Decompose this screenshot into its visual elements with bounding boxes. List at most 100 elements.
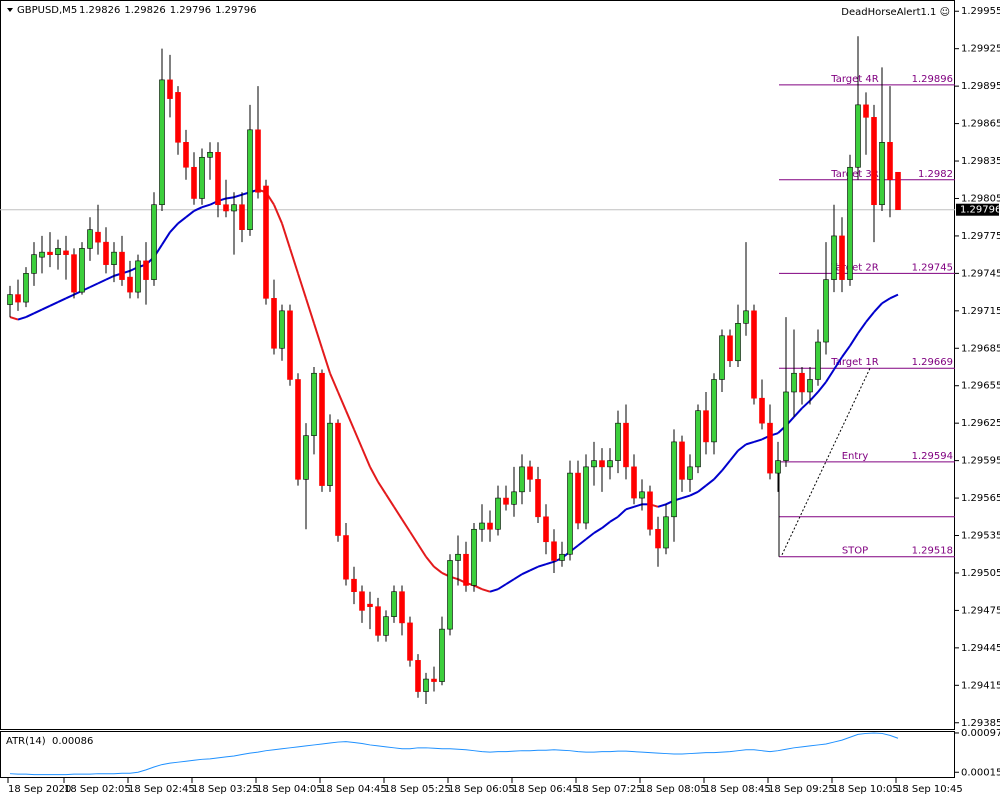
candle-body bbox=[255, 129, 261, 193]
candle-body bbox=[599, 460, 605, 468]
ma-segment bbox=[161, 231, 171, 246]
ma-segment bbox=[801, 399, 811, 409]
candle-body bbox=[127, 276, 133, 293]
price-tag bbox=[956, 203, 999, 216]
ma-segment bbox=[793, 407, 803, 418]
candle-body bbox=[191, 166, 197, 199]
candle-body bbox=[303, 435, 309, 480]
ma-segment bbox=[353, 429, 363, 449]
level-price: 1.29518 bbox=[912, 546, 953, 557]
x-tick-label: 18 Sep 08:45 bbox=[704, 784, 771, 795]
y-tick-label: 1.29625 bbox=[961, 418, 1000, 429]
candle-body bbox=[143, 260, 149, 280]
candle-body bbox=[183, 142, 189, 168]
atr-name: ATR(14) bbox=[6, 736, 46, 747]
ma-segment bbox=[49, 301, 59, 307]
candle-body bbox=[847, 166, 853, 280]
y-tick-label: 1.29715 bbox=[961, 306, 1000, 317]
y-tick-label: 1.29655 bbox=[961, 381, 1000, 392]
candle-body bbox=[463, 553, 469, 586]
candle-body bbox=[591, 460, 597, 468]
y-tick-label: 1.29835 bbox=[961, 156, 1000, 167]
y-tick-label: 1.29895 bbox=[961, 81, 1000, 92]
candle-body bbox=[167, 79, 173, 99]
ma-segment bbox=[729, 450, 739, 462]
candle-body bbox=[439, 628, 445, 682]
candle-body bbox=[119, 251, 125, 280]
candle-body bbox=[615, 422, 621, 461]
y-tick-label: 1.29505 bbox=[961, 568, 1000, 579]
candle-body bbox=[575, 472, 581, 524]
level-label: Target 1R bbox=[830, 357, 878, 368]
x-tick-label: 18 Sep 07:25 bbox=[576, 784, 643, 795]
candle-body bbox=[855, 104, 861, 168]
ma-segment bbox=[865, 311, 875, 323]
ma-segment bbox=[57, 297, 67, 303]
ma-segment bbox=[297, 273, 307, 299]
ma-segment bbox=[577, 538, 587, 547]
candle-body bbox=[759, 397, 765, 424]
candle-body bbox=[735, 323, 741, 362]
candle-body bbox=[791, 372, 797, 393]
y-tick-label: 1.29595 bbox=[961, 456, 1000, 467]
ma-segment bbox=[281, 223, 291, 249]
ma-segment bbox=[417, 543, 427, 558]
y-tick-label: 1.29535 bbox=[961, 531, 1000, 542]
atr-frame bbox=[0, 731, 955, 778]
ma-segment bbox=[41, 304, 51, 311]
ma-segment bbox=[185, 210, 195, 218]
candle-body bbox=[751, 310, 757, 399]
ma-segment bbox=[697, 484, 707, 493]
candle-body bbox=[367, 603, 373, 607]
ma-segment bbox=[409, 531, 419, 545]
candle-body bbox=[455, 553, 461, 561]
ma-segment bbox=[881, 297, 891, 305]
candle-body bbox=[407, 622, 413, 661]
ma-segment bbox=[225, 196, 235, 200]
y-tick-label: 1.29475 bbox=[961, 605, 1000, 616]
candle-body bbox=[775, 460, 781, 474]
candle-body bbox=[207, 151, 213, 158]
ma-segment bbox=[753, 438, 763, 443]
level-label: STOP bbox=[842, 546, 868, 557]
ma-segment bbox=[385, 493, 395, 508]
level-price: 1.2982 bbox=[918, 169, 953, 180]
ma-segment bbox=[889, 293, 899, 300]
candle-body bbox=[519, 466, 525, 493]
ma-segment bbox=[689, 490, 699, 497]
candle-body bbox=[543, 516, 549, 543]
candle-body bbox=[247, 129, 253, 230]
candle-body bbox=[319, 372, 325, 486]
ma-segment bbox=[289, 248, 299, 274]
ohlc-close: 1.29796 bbox=[215, 5, 256, 16]
ma-segment bbox=[17, 316, 27, 321]
ma-segment bbox=[841, 345, 851, 358]
candle-body bbox=[135, 260, 141, 293]
candle-body bbox=[279, 310, 285, 349]
ma-segment bbox=[425, 556, 435, 568]
candle-body bbox=[719, 335, 725, 380]
candle-body bbox=[327, 422, 333, 486]
candle-body bbox=[807, 379, 813, 393]
ma-segment bbox=[705, 478, 715, 487]
candle-body bbox=[111, 251, 117, 265]
level-price: 1.29669 bbox=[912, 357, 953, 368]
ohlc-high: 1.29826 bbox=[124, 5, 165, 16]
ma-segment bbox=[601, 520, 611, 529]
y-tick-label: 1.29445 bbox=[961, 643, 1000, 654]
atr-tick-label: 0.00097 bbox=[961, 728, 1000, 739]
candle-body bbox=[495, 497, 501, 530]
candle-body bbox=[863, 104, 869, 118]
candle-body bbox=[79, 248, 85, 293]
level-label: Entry bbox=[842, 451, 869, 462]
ma-segment bbox=[329, 372, 339, 393]
candle-body bbox=[47, 251, 53, 255]
x-tick-label: 18 Sep 06:05 bbox=[448, 784, 515, 795]
candle-body bbox=[271, 298, 277, 349]
candle-body bbox=[287, 310, 293, 380]
ma-segment bbox=[513, 573, 523, 581]
candle-body bbox=[431, 678, 437, 682]
candle-body bbox=[687, 466, 693, 480]
ma-segment bbox=[497, 583, 507, 591]
